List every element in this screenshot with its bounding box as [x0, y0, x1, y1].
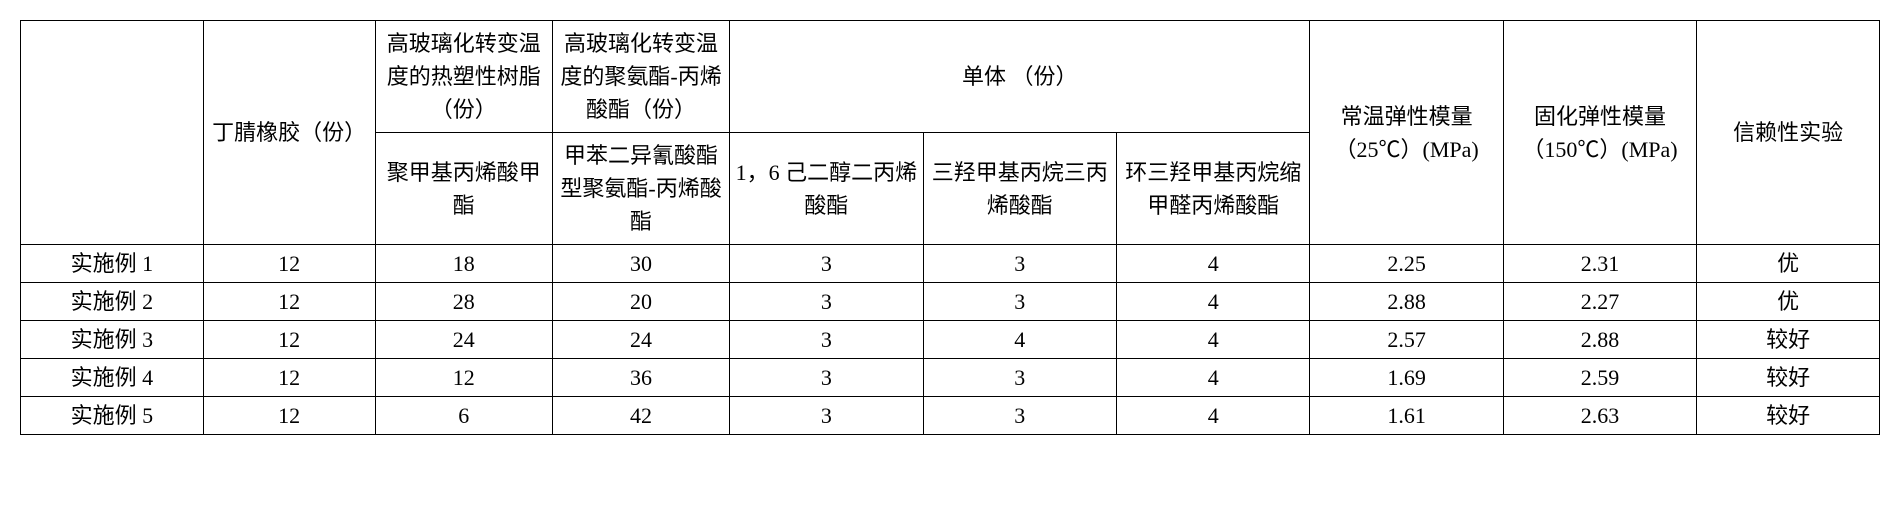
- data-table: 丁腈橡胶（份） 高玻璃化转变温度的热塑性树脂（份） 高玻璃化转变温度的聚氨酯-丙…: [20, 20, 1880, 435]
- cell: 3: [923, 245, 1116, 283]
- cell: 3: [923, 283, 1116, 321]
- cell: 2.88: [1310, 283, 1503, 321]
- cell: 2.25: [1310, 245, 1503, 283]
- header-reliability: 信赖性实验: [1697, 21, 1880, 245]
- table-row: 实施例 5 12 6 42 3 3 4 1.61 2.63 较好: [21, 397, 1880, 435]
- row-label: 实施例 2: [21, 283, 204, 321]
- cell: 3: [730, 321, 923, 359]
- cell: 3: [730, 283, 923, 321]
- cell: 优: [1697, 283, 1880, 321]
- cell: 2.59: [1503, 359, 1696, 397]
- cell: 较好: [1697, 321, 1880, 359]
- header-tdi-pua: 甲苯二异氰酸酯型聚氨酯-丙烯酸酯: [552, 133, 729, 245]
- cell: 12: [375, 359, 552, 397]
- cell: 4: [923, 321, 1116, 359]
- table-row: 实施例 4 12 12 36 3 3 4 1.69 2.59 较好: [21, 359, 1880, 397]
- header-monomer: 单体 （份）: [730, 21, 1310, 133]
- cell: 较好: [1697, 359, 1880, 397]
- header-pmma: 聚甲基丙烯酸甲酯: [375, 133, 552, 245]
- cell: 2.57: [1310, 321, 1503, 359]
- cell: 12: [203, 245, 375, 283]
- cell: 36: [552, 359, 729, 397]
- cell: 2.63: [1503, 397, 1696, 435]
- cell: 2.31: [1503, 245, 1696, 283]
- cell: 30: [552, 245, 729, 283]
- cell: 3: [923, 359, 1116, 397]
- table-row: 实施例 3 12 24 24 3 4 4 2.57 2.88 较好: [21, 321, 1880, 359]
- cell: 3: [923, 397, 1116, 435]
- header-polyurethane-top: 高玻璃化转变温度的聚氨酯-丙烯酸酯（份）: [552, 21, 729, 133]
- header-nitrile-rubber: 丁腈橡胶（份）: [203, 21, 375, 245]
- cell: 1.61: [1310, 397, 1503, 435]
- header-rt-modulus: 常温弹性模量（25℃）(MPa): [1310, 21, 1503, 245]
- cell: 42: [552, 397, 729, 435]
- cell: 28: [375, 283, 552, 321]
- row-label: 实施例 1: [21, 245, 204, 283]
- header-blank: [21, 21, 204, 245]
- cell: 18: [375, 245, 552, 283]
- cell: 4: [1117, 321, 1310, 359]
- cell: 3: [730, 245, 923, 283]
- header-tmpta: 三羟甲基丙烷三丙烯酸酯: [923, 133, 1116, 245]
- cell: 12: [203, 359, 375, 397]
- cell: 20: [552, 283, 729, 321]
- cell: 4: [1117, 397, 1310, 435]
- table-row: 实施例 2 12 28 20 3 3 4 2.88 2.27 优: [21, 283, 1880, 321]
- cell: 4: [1117, 245, 1310, 283]
- table-row: 实施例 1 12 18 30 3 3 4 2.25 2.31 优: [21, 245, 1880, 283]
- cell: 12: [203, 397, 375, 435]
- row-label: 实施例 3: [21, 321, 204, 359]
- cell: 优: [1697, 245, 1880, 283]
- cell: 2.27: [1503, 283, 1696, 321]
- cell: 1.69: [1310, 359, 1503, 397]
- header-ctfa: 环三羟甲基丙烷缩甲醛丙烯酸酯: [1117, 133, 1310, 245]
- cell: 24: [375, 321, 552, 359]
- cell: 12: [203, 321, 375, 359]
- header-cure-modulus: 固化弹性模量（150℃）(MPa): [1503, 21, 1696, 245]
- row-label: 实施例 5: [21, 397, 204, 435]
- row-label: 实施例 4: [21, 359, 204, 397]
- cell: 4: [1117, 359, 1310, 397]
- header-hdda: 1，6 己二醇二丙烯酸酯: [730, 133, 923, 245]
- cell: 较好: [1697, 397, 1880, 435]
- cell: 24: [552, 321, 729, 359]
- cell: 6: [375, 397, 552, 435]
- header-thermoplastic-top: 高玻璃化转变温度的热塑性树脂（份）: [375, 21, 552, 133]
- cell: 3: [730, 397, 923, 435]
- cell: 2.88: [1503, 321, 1696, 359]
- cell: 12: [203, 283, 375, 321]
- table-body: 实施例 1 12 18 30 3 3 4 2.25 2.31 优 实施例 2 1…: [21, 245, 1880, 435]
- cell: 4: [1117, 283, 1310, 321]
- cell: 3: [730, 359, 923, 397]
